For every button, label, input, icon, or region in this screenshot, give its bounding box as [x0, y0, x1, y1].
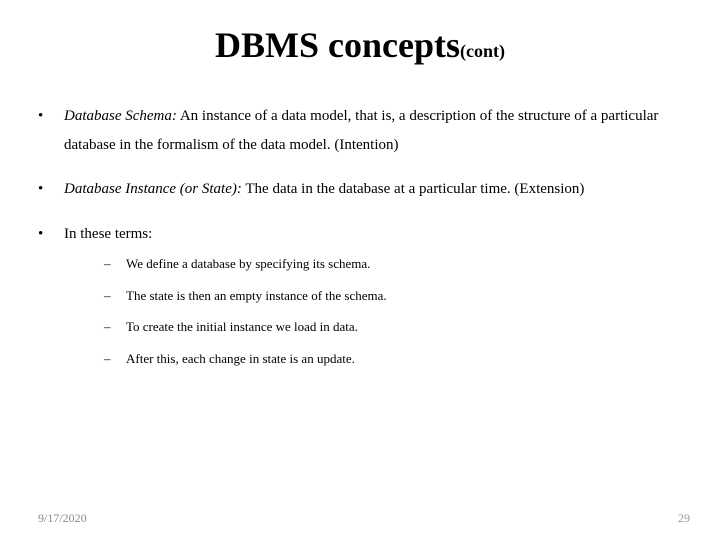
list-item: In these terms: We define a database by …: [38, 220, 696, 369]
term: Database Schema:: [64, 108, 177, 124]
slide: DBMS concepts(cont) Database Schema: An …: [0, 0, 720, 540]
sub-text: After this, each change in state is an u…: [126, 351, 355, 366]
sub-list-item: We define a database by specifying its s…: [104, 254, 696, 274]
bullet-text: In these terms:: [64, 226, 152, 242]
title-main: DBMS concepts: [215, 25, 460, 65]
footer-date: 9/17/2020: [38, 511, 87, 526]
title-sub: (cont): [460, 41, 505, 61]
bullet-text: The data in the database at a particular…: [242, 181, 585, 197]
list-item: Database Instance (or State): The data i…: [38, 175, 696, 204]
list-item: Database Schema: An instance of a data m…: [38, 102, 696, 159]
sub-list-item: The state is then an empty instance of t…: [104, 286, 696, 306]
sub-list: We define a database by specifying its s…: [64, 254, 696, 368]
footer-page: 29: [678, 511, 690, 526]
bullet-list: Database Schema: An instance of a data m…: [24, 102, 696, 368]
sub-list-item: To create the initial instance we load i…: [104, 317, 696, 337]
sub-text: To create the initial instance we load i…: [126, 319, 358, 334]
term: Database Instance (or State):: [64, 181, 242, 197]
sub-list-item: After this, each change in state is an u…: [104, 349, 696, 369]
sub-text: The state is then an empty instance of t…: [126, 288, 387, 303]
slide-title: DBMS concepts(cont): [24, 24, 696, 66]
sub-text: We define a database by specifying its s…: [126, 256, 370, 271]
